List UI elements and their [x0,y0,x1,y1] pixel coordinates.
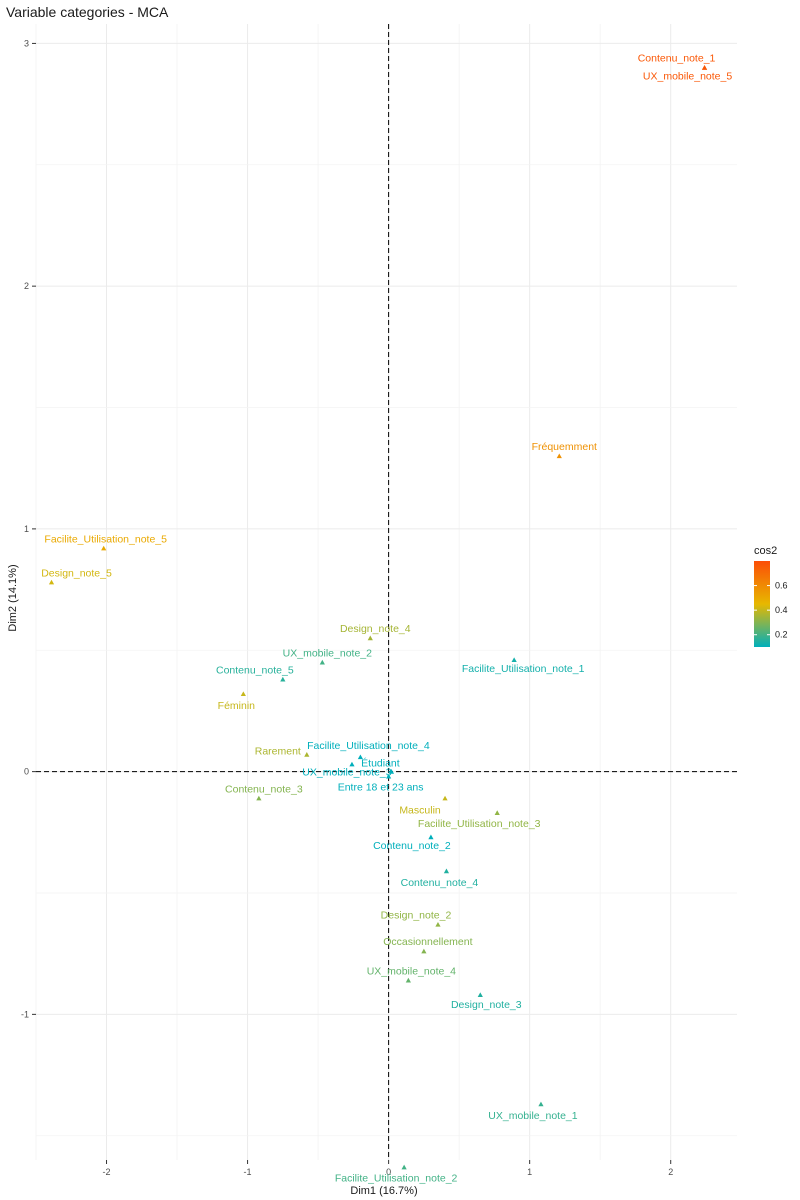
point-marker [349,761,355,767]
point-marker [477,992,483,998]
point-marker [386,773,392,779]
chart-title: Variable categories - MCA [6,4,169,20]
point-labels: Contenu_note_1 UX_mobile_note_5 Fréquemmen… [41,53,732,1185]
point-label: Facilite_Utilisation_note_1 [462,663,585,675]
point-marker [357,754,364,760]
point-marker [405,977,411,983]
grid [35,24,737,1160]
x-tick-label: 2 [668,1167,673,1177]
point-label: Entre 18 et 23 ans [338,781,424,793]
point-label: Occasionnellement [383,936,472,948]
point-label: UX_mobile_note_3 [302,766,391,778]
x-tick-label: -1 [244,1167,252,1177]
point-marker [367,635,373,641]
point-marker [304,752,310,757]
point-label: Design_note_5 [41,567,112,579]
legend-ticks: 0.2 0.4 0.6 [754,581,788,640]
point-marker [443,868,450,874]
point-label: Féminin [218,700,256,712]
point-label: Facilite_Utilisation_note_5 [44,533,167,545]
point-marker [280,676,286,682]
point-label: Facilite_Utilisation_note_4 [307,740,430,752]
reference-lines [36,24,737,1160]
legend-title: cos2 [754,545,777,557]
legend-tick-label: 0.6 [775,581,788,591]
point-label: Masculin [399,804,441,816]
x-axis-label: Dim1 (16.7%) [350,1185,417,1197]
axis-ticks: -2 -1 0 1 2 -1 0 1 2 3 [21,38,673,1177]
point-label: Facilite_Utilisation_note_2 [335,1172,458,1184]
point-marker [556,453,562,459]
point-marker [48,579,55,585]
legend: cos2 0.2 0.4 0.6 [754,545,788,647]
point-marker [319,659,325,665]
y-tick-label: 3 [24,38,29,48]
point-marker [388,769,395,774]
legend-colorbar [754,561,770,647]
point-marker [401,1164,407,1170]
point-label: Contenu_note_5 [216,664,294,676]
point-label: Design_note_3 [451,999,522,1011]
point-label: Facilite_Utilisation_note_3 [418,818,541,830]
y-tick-label: 2 [24,281,29,291]
point-marker [494,810,500,815]
point-label: Contenu_note_1 [638,53,716,65]
point-marker [435,921,441,927]
point-label: Design_note_4 [340,623,411,635]
point-marker [428,834,434,840]
legend-tick-label: 0.4 [775,605,788,615]
point-label: Design_note_2 [381,910,452,922]
point-marker [256,795,262,801]
point-label: UX_mobile_note_5 [643,71,732,83]
y-tick-label: 1 [24,524,29,534]
point-marker [421,948,427,954]
x-tick-label: -2 [103,1167,111,1177]
point-label: UX_mobile_note_4 [367,965,456,977]
point-marker [701,65,708,70]
legend-tick-label: 0.2 [775,630,788,640]
point-label: UX_mobile_note_1 [488,1110,577,1122]
y-tick-label: -1 [21,1009,29,1019]
point-marker [511,657,517,663]
point-label: UX_mobile_note_2 [283,647,372,659]
point-marker [101,545,107,551]
x-tick-label: 1 [527,1167,532,1177]
x-tick-label: 0 [386,1167,391,1177]
point-label: Contenu_note_2 [373,840,451,852]
point-label: Contenu_note_4 [401,877,479,889]
point-label: Étudiant [361,757,400,770]
y-axis-label: Dim2 (14.1%) [7,564,19,631]
y-tick-label: 0 [24,767,29,777]
point-marker [538,1101,544,1107]
data-points [48,65,708,1170]
point-label: Rarement [255,746,301,758]
point-label: Contenu_note_3 [225,783,303,795]
point-label: Fréquemment [532,441,597,453]
point-marker [240,691,246,697]
point-marker [442,795,448,801]
